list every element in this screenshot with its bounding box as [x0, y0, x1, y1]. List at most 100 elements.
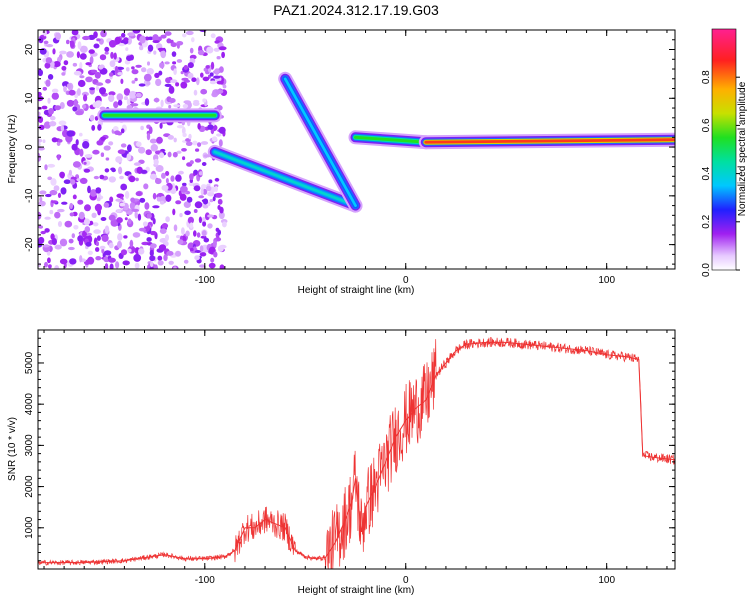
heatmap-noise-cell [79, 53, 87, 60]
heatmap-noise-cell [146, 81, 151, 86]
heatmap-noise-cell [82, 141, 90, 149]
heatmap-noise-cell [73, 225, 79, 230]
heatmap-noise-cell [187, 216, 194, 224]
heatmap-noise-cell [49, 209, 54, 215]
heatmap-noise-cell [173, 104, 181, 108]
heatmap-noise-cell [179, 213, 183, 218]
heatmap-noise-cell [108, 176, 117, 183]
heatmap-noise-cell [87, 250, 93, 255]
heatmap-noise-cell [216, 133, 222, 137]
heatmap-noise-cell [98, 65, 104, 70]
heatmap-noise-cell [120, 183, 128, 191]
heatmap-noise-cell [68, 238, 74, 244]
heatmap-noise-cell [59, 102, 65, 109]
heatmap-noise-cell [126, 144, 132, 153]
heatmap-noise-cell [54, 211, 61, 219]
heatmap-noise-cell [211, 136, 218, 142]
heatmap-noise-cell [200, 72, 204, 78]
heatmap-noise-cell [45, 193, 52, 198]
heatmap-noise-cell [194, 201, 203, 209]
heatmap-noise-cell [43, 121, 51, 129]
heatmap-noise-cell [69, 40, 75, 48]
heatmap-noise-cell [135, 64, 142, 68]
heatmap-noise-cell [196, 232, 201, 238]
heatmap-noise-cell [127, 218, 132, 225]
heatmap-noise-cell [77, 79, 86, 88]
heatmap-noise-cell [96, 197, 101, 202]
heatmap-noise-cell [79, 45, 88, 53]
heatmap-noise-cell [100, 152, 105, 157]
heatmap-noise-cell [93, 229, 101, 234]
heatmap-noise-cell [209, 80, 217, 85]
heatmap-noise-cell [120, 143, 127, 148]
heatmap-noise-cell [44, 228, 50, 233]
heatmap-noise-cell [110, 51, 114, 59]
spectrogram-y-tick-label: -20 [24, 237, 35, 252]
heatmap-noise-cell [217, 198, 223, 205]
snr-axes: -100 0 100 1000 2000 3000 4000 5000 [24, 329, 675, 586]
heatmap-noise-cell [189, 173, 194, 181]
heatmap-noise-cell [139, 197, 146, 203]
heatmap-noise-cell [120, 249, 128, 256]
heatmap-noise-cell [148, 126, 153, 134]
heatmap-noise-cell [111, 168, 116, 173]
heatmap-noise-cell [122, 260, 130, 266]
heatmap-noise-cell [150, 243, 157, 249]
heatmap-noise-cell [212, 196, 216, 202]
heatmap-noise-cell [134, 77, 138, 82]
spectrogram-x-tick-label: -100 [195, 275, 215, 286]
spectrogram-y-tick-label: 10 [24, 92, 35, 104]
heatmap-noise-cell [214, 68, 220, 75]
heatmap-noise-cell [100, 217, 107, 221]
heatmap-noise-cell [120, 128, 125, 134]
heatmap-noise-cell [105, 157, 110, 161]
heatmap-noise-cell [173, 224, 178, 232]
heatmap-noise-cell [85, 76, 93, 83]
heatmap-noise-cell [84, 154, 93, 158]
heatmap-noise-cell [76, 51, 80, 59]
heatmap-noise-cell [222, 221, 227, 228]
heatmap-noise-cell [202, 221, 207, 227]
heatmap-noise-cell [77, 235, 84, 242]
heatmap-noise-cell [185, 141, 193, 146]
heatmap-noise-cell [40, 230, 46, 235]
heatmap-noise-cell [170, 175, 175, 182]
heatmap-noise-cell [57, 208, 65, 213]
heatmap-noise-cell [149, 249, 154, 257]
heatmap-noise-cell [200, 187, 204, 196]
heatmap-noise-cell [114, 36, 122, 45]
heatmap-noise-cell [38, 116, 44, 123]
spectrogram-frame [37, 29, 676, 270]
heatmap-noise-cell [131, 103, 139, 107]
heatmap-noise-cell [95, 256, 102, 261]
heatmap-noise-cell [108, 72, 114, 77]
heatmap-noise-cell [199, 252, 207, 257]
heatmap-noise-cell [202, 188, 208, 195]
heatmap-noise-cell [215, 227, 220, 232]
heatmap-noise-cell [157, 47, 166, 51]
heatmap-noise-cell [47, 176, 53, 181]
heatmap-noise-cell [152, 192, 157, 200]
spectrogram-x-tick-label: 100 [598, 275, 615, 286]
heatmap-noise-cell [82, 104, 87, 109]
heatmap-noise-cell [160, 50, 167, 59]
heatmap-noise-cell [189, 247, 194, 252]
heatmap-noise-cell [39, 190, 47, 195]
heatmap-noise-cell [180, 185, 188, 193]
heatmap-noise-cell [72, 106, 78, 112]
heatmap-noise-cell [183, 79, 191, 83]
heatmap-noise-cell [214, 40, 220, 44]
heatmap-noise-cell [51, 238, 58, 246]
heatmap-noise-cell [117, 149, 126, 154]
heatmap-noise-cell [172, 151, 178, 158]
heatmap-noise-cell [193, 209, 198, 213]
heatmap-noise-cell [45, 57, 53, 64]
heatmap-noise-cell [160, 34, 167, 39]
colorbar-frame [711, 28, 737, 271]
heatmap-noise-cell [193, 89, 198, 96]
heatmap-noise-cell [164, 83, 172, 87]
heatmap-noise-cell [206, 46, 214, 54]
